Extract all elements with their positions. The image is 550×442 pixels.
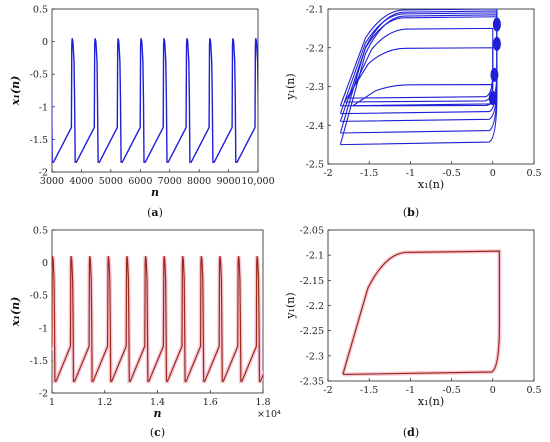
y-tick-label: 0.5 [33, 5, 48, 16]
x-axis-label: x₁(n) [418, 395, 444, 408]
plot-frame [327, 8, 535, 165]
y-tick-label: -2.05 [300, 226, 324, 237]
y-tick-label: -2.15 [300, 276, 324, 287]
series-line [52, 255, 263, 382]
y-tick-label: -0.5 [30, 291, 48, 302]
plot-frame [51, 8, 259, 173]
dense-cluster [492, 36, 501, 51]
dense-cluster [490, 67, 499, 82]
x-multiplier-label: ×10⁴ [257, 409, 281, 420]
y-tick-label: -2.2 [306, 301, 324, 312]
y-tick-label: -2.25 [300, 326, 324, 337]
loop-line [339, 14, 498, 146]
x-axis-label: x₁(n) [418, 178, 444, 191]
loop-line [352, 84, 494, 107]
x-tick-label: 5000 [99, 176, 123, 187]
x-tick-label: -1 [406, 385, 415, 396]
loop-line [339, 10, 498, 134]
y-axis-label: x₁(n) [9, 76, 22, 107]
x-tick-label: 3000 [40, 176, 64, 187]
panel-caption: (d) [403, 426, 419, 439]
x-tick-label: 4000 [69, 176, 93, 187]
x-tick-label: 1.2 [97, 397, 112, 408]
x-tick-label: 0 [490, 168, 496, 179]
x-tick-label: 9000 [216, 176, 240, 187]
x-tick-label: 0 [490, 385, 496, 396]
x-tick-label: 8000 [187, 176, 211, 187]
y-tick-label: -2.35 [300, 377, 324, 388]
chart-d: -2 -1.5 -1 -0.5 0 0.5 -2.35 -2.3 -2.25 -2.2 -2.15 -… [284, 226, 542, 440]
panel-caption: (b) [403, 206, 419, 219]
loop-line [342, 250, 500, 376]
x-tick-label: -1.5 [360, 385, 378, 396]
y-tick-label: -1.5 [30, 135, 48, 146]
chart-a: 3000 4000 5000 6000 7000 8000 9000 10,000 -2 -1.5… [9, 5, 275, 220]
dense-cluster [492, 17, 501, 32]
y-tick-label: 0 [42, 258, 48, 269]
y-axis-label: x₁(n) [9, 297, 22, 328]
y-tick-label: -1.5 [30, 356, 48, 367]
y-tick-label: 0.5 [33, 226, 48, 237]
loop-line [344, 47, 494, 103]
y-tick-label: -2 [39, 389, 48, 400]
loop-glow [340, 249, 502, 377]
y-tick-label: -0.5 [30, 70, 48, 81]
x-tick-label: 6000 [128, 176, 152, 187]
y-tick-label: -2.2 [306, 43, 324, 54]
y-tick-label: -1 [39, 102, 48, 113]
x-axis-label: n [151, 186, 159, 199]
panel-caption: (a) [147, 206, 163, 219]
y-tick-label: -2.4 [306, 121, 324, 132]
y-tick-label: -2.1 [306, 251, 324, 262]
y-tick-label: -1 [39, 323, 48, 334]
x-tick-label: 1 [49, 397, 55, 408]
x-tick-label: -1.5 [360, 168, 378, 179]
y-axis-label: y₁(n) [284, 292, 297, 319]
plot-frame [51, 229, 264, 394]
x-tick-label: 1.8 [255, 397, 270, 408]
x-tick-label: -0.5 [442, 168, 460, 179]
x-tick-label: 10,000 [241, 176, 274, 187]
x-tick-label: 1.6 [203, 397, 218, 408]
x-tick-label: -2 [323, 385, 332, 396]
x-tick-label: 1.4 [150, 397, 165, 408]
chart-c: 1 1.2 1.4 1.6 1.8 -2 -1.5 -1 -0.5 0 0.5 n x₁(n) ×10⁴ (… [9, 226, 281, 440]
y-axis-label: y₁(n) [284, 73, 297, 100]
panel-caption: (c) [150, 426, 165, 439]
chart-b: -2 -1.5 -1 -0.5 0 0.5 -2.5 -2.4 -2.3 -2.2 -2.1 x₁(n… [284, 5, 542, 220]
y-tick-label: -2.3 [306, 82, 324, 93]
dense-cluster [488, 91, 497, 106]
x-tick-label: -2 [323, 168, 332, 179]
y-tick-label: -2 [39, 168, 48, 179]
x-tick-label: -1 [406, 168, 415, 179]
x-tick-label: 0.5 [526, 385, 541, 396]
y-tick-label: -2.1 [306, 5, 324, 16]
y-tick-label: 0 [42, 37, 48, 48]
x-tick-label: 0.5 [526, 168, 541, 179]
x-axis-label: n [154, 407, 162, 420]
x-tick-label: -0.5 [442, 385, 460, 396]
y-tick-label: -2.5 [306, 160, 324, 171]
series-line [52, 38, 258, 163]
x-tick-label: 7000 [158, 176, 182, 187]
y-tick-label: -2.3 [306, 351, 324, 362]
loop-line [348, 27, 494, 99]
